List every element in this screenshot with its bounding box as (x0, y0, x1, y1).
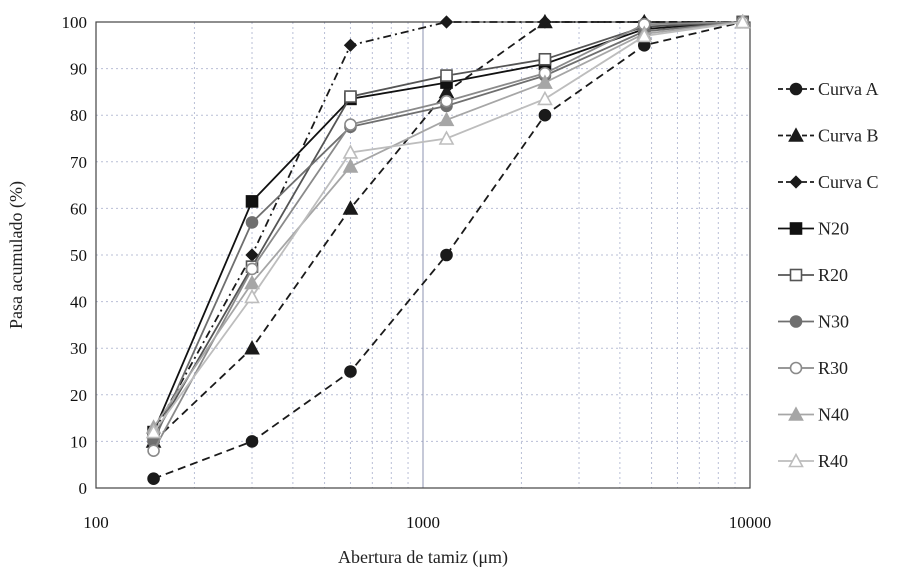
legend-item: Curva B (778, 126, 879, 146)
data-point (537, 74, 553, 89)
x-tick-label: 10000 (729, 513, 772, 532)
data-point (244, 288, 260, 304)
legend-label: R20 (818, 265, 848, 285)
data-point (245, 216, 259, 229)
data-point (344, 90, 357, 103)
y-tick-label: 10 (70, 432, 87, 451)
legend-item: N20 (778, 219, 849, 239)
y-tick-labels: 0 10 20 30 40 50 60 70 80 90 100 (62, 13, 88, 498)
data-point (440, 248, 453, 262)
legend-item: Curva C (778, 172, 879, 192)
legend: Curva A Curva B Curva C N20 R20 N30 R30 N40 R40 (778, 79, 879, 471)
data-point (344, 118, 357, 131)
series-r20 (147, 15, 750, 444)
y-tick-label: 100 (62, 13, 88, 32)
data-point (440, 69, 453, 82)
legend-item: R40 (778, 451, 848, 471)
series-group (145, 13, 751, 485)
plot-frame (95, 21, 751, 489)
data-point (440, 94, 453, 108)
legend-swatch-marker (788, 127, 804, 142)
legend-swatch-marker (788, 452, 804, 468)
data-point (342, 200, 359, 215)
data-point (343, 38, 358, 52)
legend-label: Curva C (818, 172, 879, 192)
series-curva-a (147, 15, 750, 485)
data-point (245, 195, 259, 208)
data-point (244, 340, 260, 355)
data-point (145, 423, 162, 439)
x-tick-label: 1000 (406, 513, 440, 532)
y-tick-label: 50 (70, 246, 87, 265)
data-point (439, 15, 454, 29)
y-tick-label: 80 (70, 106, 87, 125)
legend-label: N40 (818, 405, 849, 425)
legend-swatch-marker (788, 406, 804, 421)
data-point (438, 130, 455, 145)
y-tick-label: 40 (70, 293, 87, 312)
data-point (636, 27, 653, 43)
legend-label: N30 (818, 312, 849, 332)
x-tick-label: 100 (83, 513, 109, 532)
y-axis-label: Pasa acumulado (%) (6, 181, 27, 329)
legend-label: R30 (818, 358, 848, 378)
legend-item: N30 (778, 312, 849, 332)
y-tick-label: 90 (70, 60, 87, 79)
legend-label: Curva B (818, 126, 879, 146)
y-tick-label: 30 (70, 339, 87, 358)
data-point (147, 472, 160, 485)
legend-item: R20 (778, 265, 848, 285)
data-point (342, 144, 359, 159)
y-tick-label: 0 (79, 479, 88, 498)
x-tick-labels: 100 1000 10000 (83, 513, 771, 532)
data-point (245, 435, 259, 448)
data-point (344, 365, 357, 378)
x-axis-label: Abertura de tamiz (μm) (338, 547, 508, 568)
data-point (245, 262, 259, 276)
legend-label: Curva A (818, 79, 879, 99)
data-point (438, 111, 455, 127)
legend-swatch-marker (789, 361, 803, 375)
legend-swatch-marker (789, 175, 803, 189)
series-r30 (147, 15, 750, 458)
legend-item: Curva A (778, 79, 879, 99)
data-point (342, 158, 359, 173)
series-r40 (145, 13, 751, 439)
grid-lines (96, 22, 750, 488)
legend-label: N20 (818, 219, 849, 239)
legend-label: R40 (818, 451, 848, 471)
data-point (538, 108, 552, 122)
y-tick-label: 60 (70, 199, 87, 218)
data-point (537, 90, 553, 106)
data-point (538, 15, 552, 29)
legend-swatch-marker (789, 268, 803, 282)
data-point (147, 444, 160, 458)
y-tick-label: 20 (70, 386, 87, 405)
legend-item: R30 (778, 358, 848, 378)
data-point (538, 52, 552, 66)
y-tick-label: 70 (70, 153, 87, 172)
legend-swatch-marker (789, 82, 803, 96)
legend-item: N40 (778, 405, 849, 425)
legend-swatch-marker (789, 315, 803, 328)
data-point (734, 13, 751, 29)
data-point (244, 274, 260, 290)
legend-swatch-marker (789, 222, 803, 235)
